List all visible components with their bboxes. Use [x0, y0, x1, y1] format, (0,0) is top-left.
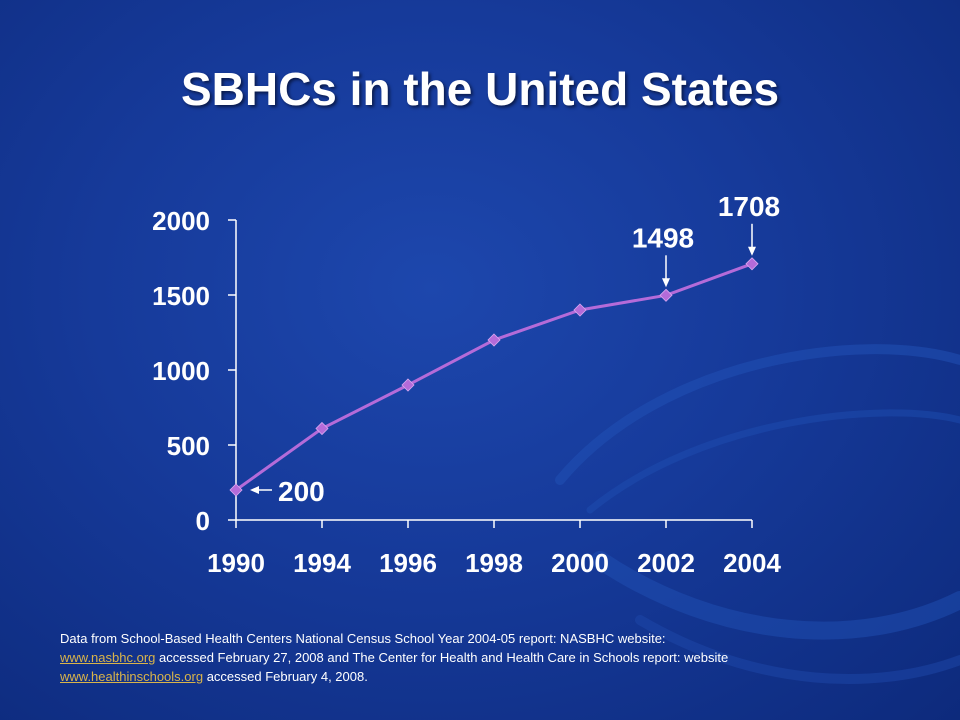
annotation-label: 1498: [632, 222, 694, 253]
footnote-text-2: accessed February 27, 2008 and The Cente…: [155, 650, 729, 665]
x-tick-label: 2000: [551, 548, 609, 578]
annotation-arrowhead: [748, 246, 756, 256]
x-tick-label: 2002: [637, 548, 695, 578]
x-tick-label: 1990: [207, 548, 265, 578]
data-point-marker: [229, 483, 243, 497]
chart-annotations: 200 1498 1708: [250, 191, 780, 507]
y-tick-label: 1500: [152, 281, 210, 311]
healthinschools-link[interactable]: www.healthinschools.org: [60, 669, 204, 684]
x-tick-label: 2004: [723, 548, 781, 578]
data-point-marker: [659, 288, 673, 302]
slide-title: SBHCs in the United States: [180, 63, 780, 115]
data-point-marker: [401, 378, 415, 392]
x-tick-label: 1994: [293, 548, 351, 578]
data-point-marker: [315, 421, 329, 436]
data-point-marker: [745, 257, 759, 271]
x-tick-label: 1998: [465, 548, 523, 578]
data-point-marker: [487, 333, 501, 347]
annotation-arrowhead: [662, 278, 670, 288]
y-tick-label: 1000: [152, 356, 210, 386]
annotation-label: 200: [278, 476, 325, 507]
footnote-text-1: Data from School-Based Health Centers Na…: [60, 631, 666, 646]
y-tick-label: 2000: [152, 206, 210, 236]
annotation-arrowhead: [250, 486, 259, 494]
x-tick-label: 1996: [379, 548, 437, 578]
y-tick-label: 0: [196, 506, 210, 536]
background-swooshes: [555, 344, 960, 684]
y-tick-label: 500: [167, 431, 210, 461]
chart-series: [229, 257, 759, 497]
source-footnote: Data from School-Based Health Centers Na…: [60, 629, 920, 686]
annotation-label: 1708: [718, 191, 780, 222]
data-point-marker: [573, 303, 587, 317]
nasbhc-link[interactable]: www.nasbhc.org: [60, 650, 156, 665]
footnote-text-3: accessed February 4, 2008.: [203, 669, 368, 684]
